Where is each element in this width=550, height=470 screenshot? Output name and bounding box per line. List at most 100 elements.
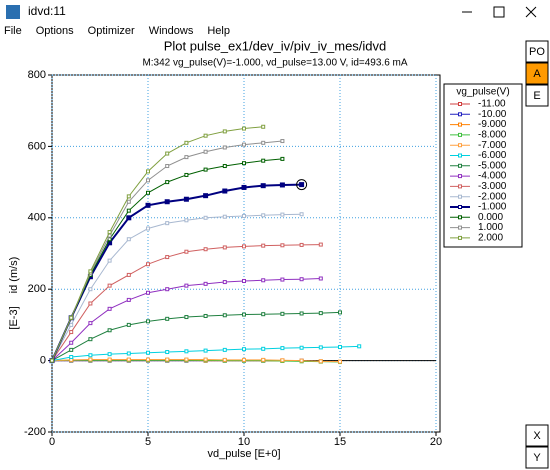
legend-label: -8.000 [478,130,507,141]
data-point [184,218,189,223]
legend-marker [458,205,462,209]
data-point [222,245,227,250]
legend-label: -2.000 [478,191,507,202]
side-button-label[interactable]: Y [533,452,541,464]
data-point [184,283,189,288]
menu-item[interactable]: File [4,25,22,37]
window-title: idvd:11 [28,4,66,18]
side-button-label[interactable]: X [533,430,541,442]
data-point [242,347,246,352]
data-point [126,208,131,213]
data-point [222,357,227,362]
data-point [146,169,150,174]
side-button[interactable] [525,62,549,85]
data-point [318,242,323,247]
data-point [126,357,131,362]
side-button[interactable] [525,446,549,469]
data-point [318,345,323,350]
x-tick-label: 10 [238,436,250,448]
data-point [88,269,93,274]
data-point [146,178,150,183]
data-point [126,215,132,221]
data-point [299,311,304,316]
data-point [357,344,362,349]
close-button[interactable] [525,6,537,18]
side-button[interactable] [525,424,549,447]
legend-marker [458,225,462,230]
side-button[interactable] [525,40,549,63]
data-point [88,287,93,292]
y-tick-label: 200 [28,283,46,295]
series-line [51,359,341,363]
data-point [222,188,228,194]
data-point [242,357,246,362]
menu-item[interactable]: Optimizer [88,25,135,37]
data-point [146,190,150,195]
legend-marker [458,194,462,199]
side-button-label[interactable]: A [533,68,541,80]
data-point [222,214,227,219]
data-point [242,278,246,283]
data-point [184,172,189,177]
data-point [184,349,189,354]
menu-item[interactable]: Help [207,25,230,37]
data-point [88,301,93,306]
side-button[interactable] [525,84,549,107]
legend-label: 1.000 [478,222,503,233]
data-point [107,230,112,235]
data-point [184,357,189,362]
data-point [203,193,209,199]
x-tick-label: 0 [49,436,55,448]
legend-label: -11.00 [478,99,506,110]
x-tick-label: 5 [145,436,151,448]
cursor-marker [296,179,308,191]
data-point [69,340,74,345]
data-point [203,281,208,286]
data-point [242,244,246,249]
series-line [51,311,341,362]
legend-label: -7.000 [478,140,507,151]
x-tick-label: 20 [430,436,442,448]
data-point [338,345,342,350]
legend-marker [458,122,462,127]
data-point [203,133,208,138]
data-point [107,328,112,333]
menu-item[interactable]: Windows [149,25,194,37]
data-point [261,346,266,351]
y-tick-label: 0 [40,355,46,367]
maximize-button[interactable] [493,6,505,18]
data-point [222,129,227,134]
data-point [146,290,150,295]
legend-marker [458,102,462,106]
legend-marker [458,143,462,148]
data-point [88,321,93,326]
data-point [242,126,246,131]
data-point [126,351,131,356]
data-point [203,149,208,154]
data-point [299,242,304,247]
side-button-label[interactable]: E [533,90,540,102]
menu-item[interactable]: Options [36,25,74,37]
data-point [242,142,246,147]
data-point [165,316,170,321]
legend-marker [458,132,462,137]
data-point [69,322,74,327]
data-point [318,311,323,316]
data-point [299,277,304,282]
plot-frame [51,74,441,433]
chart-title: Plot pulse_ex1/dev_iv/piv_iv_mes/idvd [164,38,387,53]
data-point [184,315,189,320]
legend-label: -4.000 [478,171,507,182]
data-point [146,350,150,355]
legend-label: -10.00 [478,109,507,120]
data-point [242,214,246,219]
side-button-label[interactable]: PO [529,46,545,58]
data-point [241,184,247,190]
data-point [165,357,170,362]
data-point [165,151,170,156]
data-point [146,319,150,324]
y-axis-unit: [E-3] [8,306,20,329]
data-point [165,221,170,226]
data-point [203,348,208,353]
